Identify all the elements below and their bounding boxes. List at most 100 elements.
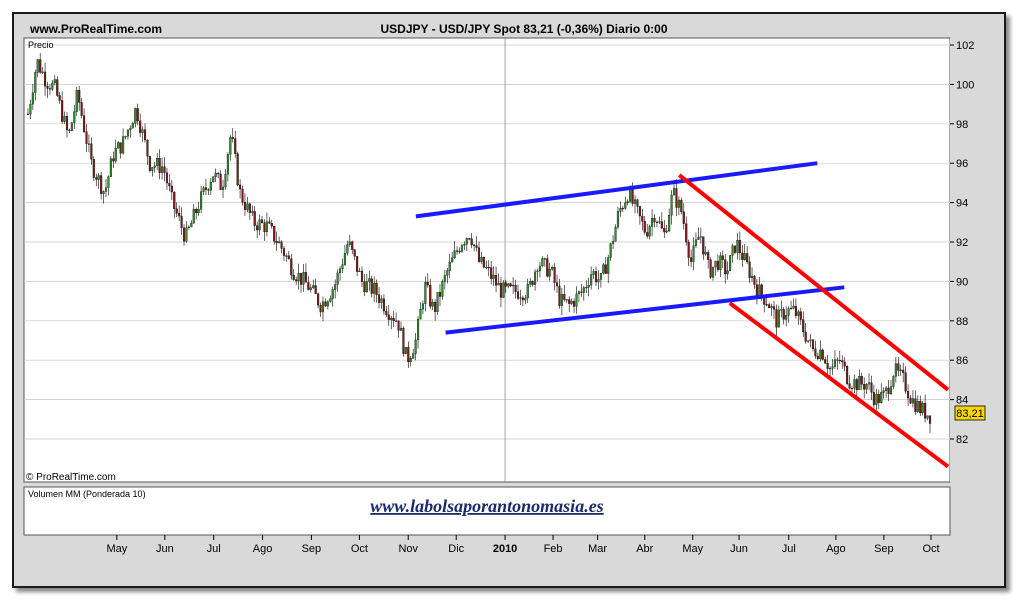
candle-body [775, 309, 778, 328]
x-tick-label: May [682, 543, 703, 555]
candle-body [599, 273, 602, 280]
candle-body [824, 359, 827, 364]
y-tick-label: 82 [956, 434, 968, 446]
candle-body [658, 221, 661, 223]
candle-body [324, 301, 327, 307]
candle-body [41, 71, 44, 73]
candle-body [200, 191, 203, 210]
candle-body [875, 393, 878, 405]
candle-body [570, 301, 573, 304]
candle-body [292, 274, 295, 280]
candle-body [680, 199, 683, 212]
candle-body [287, 255, 290, 259]
watermark-link[interactable]: www.labolsaporantonomasia.es [370, 496, 603, 516]
candle-body [380, 298, 383, 303]
candle-body [558, 285, 561, 306]
candle-body [265, 221, 268, 233]
candle-body [624, 202, 627, 209]
candle-body [660, 221, 663, 229]
candle-body [168, 182, 171, 187]
candle-body [392, 317, 395, 322]
candle-body [275, 241, 278, 244]
candle-body [236, 153, 239, 186]
candle-body [821, 349, 824, 360]
candle-body [175, 208, 178, 214]
candle-body [234, 138, 237, 154]
candle-body [360, 270, 364, 282]
candle-body [760, 284, 763, 296]
blue-channel-line [415, 161, 818, 219]
price-panel: Precio © ProRealTime.com [23, 37, 951, 483]
candle-body [351, 241, 354, 250]
candle-body [668, 215, 671, 232]
x-tick-label: Nov [398, 543, 418, 555]
candle-body [538, 265, 541, 272]
site-label: www.ProRealTime.com [30, 22, 163, 36]
candle-body [356, 256, 359, 272]
x-tick-label: Abr [636, 543, 653, 555]
candle-body [707, 252, 710, 260]
candle-body [699, 236, 702, 238]
candle-body [126, 129, 130, 137]
candle-body [604, 264, 607, 274]
candle-body [165, 172, 169, 184]
candle-body [451, 257, 454, 263]
candle-body [163, 166, 166, 173]
candle-body [299, 272, 303, 285]
candle-body [70, 122, 73, 131]
candle-body [431, 302, 434, 307]
candle-body [446, 270, 449, 276]
candle-body [295, 279, 298, 282]
candle-body [161, 166, 164, 173]
candle-body [397, 320, 400, 331]
candle-body [587, 285, 590, 288]
x-tick-label: Jul [782, 543, 796, 555]
candle-body [319, 304, 322, 313]
candle-body [302, 272, 305, 285]
candle-body [104, 187, 108, 192]
chart-title: USDJPY - USD/JPY Spot 83,21 (-0,36%) Dia… [380, 22, 668, 36]
candle-body [928, 415, 932, 424]
candle-body [187, 226, 190, 228]
candle-body [373, 283, 376, 294]
candle-body [560, 294, 563, 306]
candle-body [92, 159, 95, 178]
candle-body [182, 227, 186, 242]
candle-body [65, 115, 69, 131]
candle-body [868, 382, 871, 385]
candle-body [202, 187, 205, 192]
candle-body [541, 258, 544, 267]
candle-body [73, 111, 76, 123]
candle-body [421, 303, 424, 310]
candle-body [551, 267, 554, 270]
candle-body [482, 256, 485, 268]
x-tick-label: Jun [156, 543, 174, 555]
candle-body [921, 403, 924, 414]
candle-body [80, 102, 83, 116]
candle-body [902, 369, 905, 373]
candle-body [307, 282, 310, 290]
candle-body [585, 287, 588, 289]
candle-body [470, 238, 473, 246]
candle-body [677, 199, 680, 208]
candle-body [516, 291, 520, 299]
candle-body [382, 298, 385, 312]
candle-body [180, 215, 183, 229]
candle-body [170, 185, 173, 193]
candle-body [26, 113, 30, 115]
candle-body [475, 245, 478, 248]
candle-body [626, 201, 629, 203]
candle-body [112, 158, 115, 162]
candle-body [765, 304, 768, 306]
candle-body [655, 221, 659, 223]
candle-body [794, 305, 797, 316]
candle-body [746, 253, 749, 263]
volume-panel: Volumen MM (Ponderada 10) www.labolsapor… [23, 486, 951, 536]
candle-body [173, 191, 176, 209]
candle-body [521, 297, 524, 301]
candle-body [195, 208, 198, 214]
candle-body [694, 239, 698, 246]
candle-body [592, 271, 595, 275]
candle-body [426, 281, 429, 286]
candle-body [83, 115, 86, 132]
